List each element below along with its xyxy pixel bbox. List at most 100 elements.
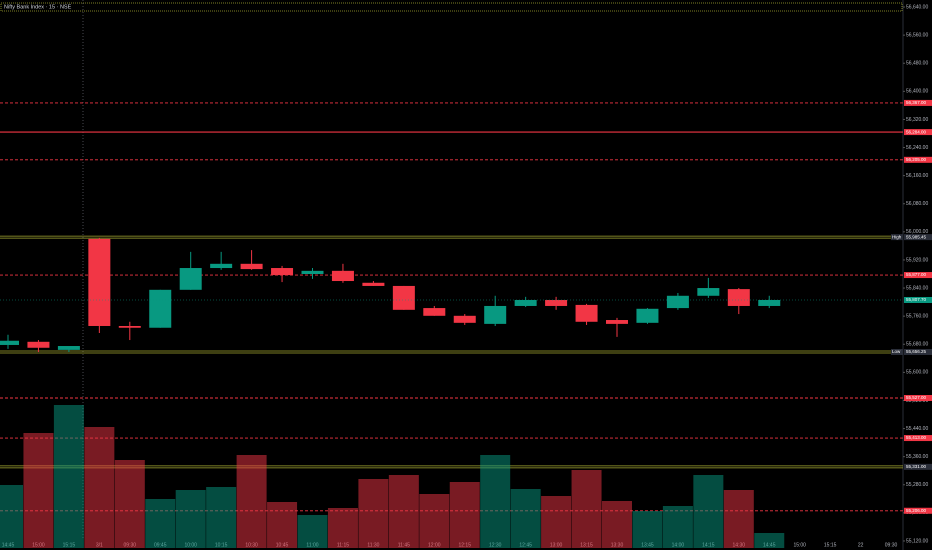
y-tick-label: 55,600.00 <box>906 370 928 376</box>
volume-bar <box>449 482 480 548</box>
volume-bar <box>480 455 511 548</box>
volume-bar <box>388 475 419 548</box>
candle-body <box>331 270 354 282</box>
candle-body <box>362 282 385 286</box>
candle-body <box>575 304 598 322</box>
y-tick-label: 55,840.00 <box>906 285 928 291</box>
level-tag-box <box>904 99 932 106</box>
volume-bar <box>510 489 541 548</box>
volume-bar <box>602 501 632 548</box>
candle-body <box>453 315 476 323</box>
level-name: Low <box>892 349 901 354</box>
candle-body <box>484 305 507 324</box>
volume-bar <box>84 427 115 548</box>
level-tag-box <box>904 395 932 402</box>
level-tag-label: 55,527.00 <box>906 395 927 400</box>
y-tick-label: 56,640.00 <box>906 4 928 10</box>
candle-body <box>57 346 80 350</box>
x-tick-label: 22 <box>858 542 864 548</box>
level-name: High <box>892 234 902 239</box>
last-price-label: 55,807.70 <box>906 297 927 302</box>
level-tag-box <box>904 272 932 279</box>
volume-bar <box>693 475 724 548</box>
volume-bar <box>632 511 663 548</box>
volume-bar <box>571 470 602 548</box>
candle-body <box>636 308 659 323</box>
level-tag-label: 55,985.45 <box>906 234 927 239</box>
level-tag-label: 56,205.00 <box>906 157 927 162</box>
y-tick-label: 55,920.00 <box>906 257 928 263</box>
volume-bar <box>0 485 23 548</box>
level-tag-box <box>904 234 932 241</box>
level-name-box <box>891 348 903 355</box>
level-tag-label: 55,206.00 <box>906 508 927 513</box>
range-box <box>0 2 903 12</box>
candle-body <box>240 263 263 270</box>
volume-bar <box>206 487 237 548</box>
level-tag-label: 55,413.00 <box>906 435 927 440</box>
volume-bar <box>327 508 358 548</box>
candle-body <box>271 268 294 276</box>
y-tick-label: 55,280.00 <box>906 482 928 488</box>
level-tag-label: 56,284.00 <box>906 129 927 134</box>
x-tick-label: 09:30 <box>885 542 898 548</box>
y-tick-label: 55,760.00 <box>906 313 928 319</box>
y-tick-label: 55,440.00 <box>906 426 928 432</box>
y-tick-label: 56,000.00 <box>906 229 928 235</box>
chart-title: Nifty Bank Index · 15 · NSE <box>4 4 72 10</box>
candle-body <box>697 288 720 296</box>
level-tag-label: 55,331.00 <box>906 464 927 469</box>
volume-bar <box>145 499 176 548</box>
candle-body <box>727 289 750 306</box>
candle-body <box>27 341 50 348</box>
candle-body <box>301 270 324 274</box>
y-tick-label: 55,680.00 <box>906 342 928 348</box>
volume-bar <box>358 479 389 548</box>
level-tag-box <box>904 435 932 442</box>
level-tag-label: 55,877.00 <box>906 272 927 277</box>
x-tick-label: 15:15 <box>824 542 837 548</box>
y-tick-label: 56,160.00 <box>906 173 928 179</box>
volume-bar <box>23 433 54 548</box>
y-tick-label: 56,080.00 <box>906 201 928 207</box>
volume-bar <box>267 502 298 548</box>
volume-bar <box>175 490 206 548</box>
x-tick-label: 15:00 <box>793 542 806 548</box>
level-name-box <box>891 234 903 241</box>
candle-body <box>514 299 537 306</box>
level-tag-box <box>904 129 932 136</box>
last-price-box <box>904 296 932 303</box>
level-tag-box <box>904 156 932 163</box>
y-tick-label: 56,240.00 <box>906 145 928 151</box>
volume-bar <box>754 533 785 548</box>
candle-body <box>149 289 172 328</box>
volume-bar <box>53 405 84 548</box>
y-tick-label: 55,360.00 <box>906 454 928 460</box>
volume-bar <box>662 506 693 548</box>
volume-bar <box>297 515 328 548</box>
level-tag-label: 56,367.00 <box>906 100 927 105</box>
candle-body <box>392 285 415 310</box>
candle-body <box>606 320 628 324</box>
y-tick-label: 56,480.00 <box>906 61 928 67</box>
y-tick-label: 56,320.00 <box>906 117 928 123</box>
volume-bar <box>419 494 450 548</box>
candle-body <box>118 325 141 328</box>
candle-body <box>758 299 781 306</box>
candle-body <box>666 295 689 309</box>
volume-bar <box>236 455 267 548</box>
candle-body <box>423 308 446 316</box>
candle-body <box>545 299 568 306</box>
candle-body <box>88 238 111 326</box>
volume-bar <box>541 496 572 548</box>
y-tick-label: 55,120.00 <box>906 538 928 544</box>
candle-body <box>210 263 233 269</box>
level-tag-box <box>904 463 932 470</box>
volume-bar <box>114 460 145 548</box>
candle-body <box>0 340 19 345</box>
y-tick-label: 56,400.00 <box>906 89 928 95</box>
volume-bar <box>723 490 754 548</box>
level-tag-box <box>904 348 932 355</box>
y-tick-label: 56,560.00 <box>906 32 928 38</box>
